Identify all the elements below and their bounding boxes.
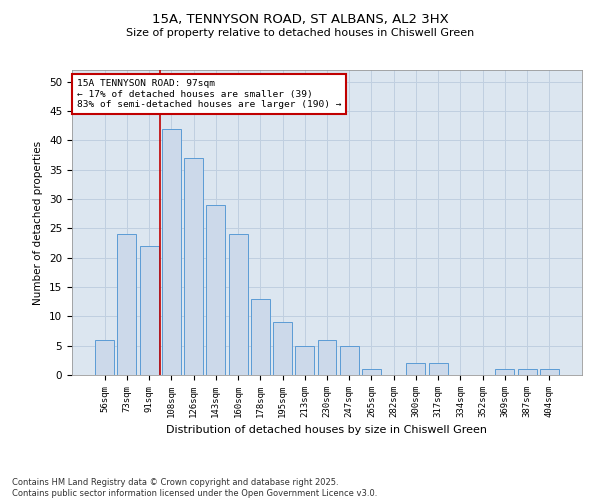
Bar [229,234,248,375]
Bar [496,369,514,375]
Bar [317,340,337,375]
Y-axis label: Number of detached properties: Number of detached properties [34,140,43,304]
Bar [140,246,158,375]
Bar [184,158,203,375]
Bar [362,369,381,375]
Bar [206,205,225,375]
Bar [429,364,448,375]
Bar [162,128,181,375]
X-axis label: Distribution of detached houses by size in Chiswell Green: Distribution of detached houses by size … [167,426,487,436]
Text: Contains HM Land Registry data © Crown copyright and database right 2025.
Contai: Contains HM Land Registry data © Crown c… [12,478,377,498]
Bar [540,369,559,375]
Bar [406,364,425,375]
Bar [251,298,270,375]
Bar [518,369,536,375]
Bar [340,346,359,375]
Text: 15A, TENNYSON ROAD, ST ALBANS, AL2 3HX: 15A, TENNYSON ROAD, ST ALBANS, AL2 3HX [152,12,448,26]
Text: 15A TENNYSON ROAD: 97sqm
← 17% of detached houses are smaller (39)
83% of semi-d: 15A TENNYSON ROAD: 97sqm ← 17% of detach… [77,79,341,109]
Bar [118,234,136,375]
Bar [95,340,114,375]
Bar [295,346,314,375]
Text: Size of property relative to detached houses in Chiswell Green: Size of property relative to detached ho… [126,28,474,38]
Bar [273,322,292,375]
